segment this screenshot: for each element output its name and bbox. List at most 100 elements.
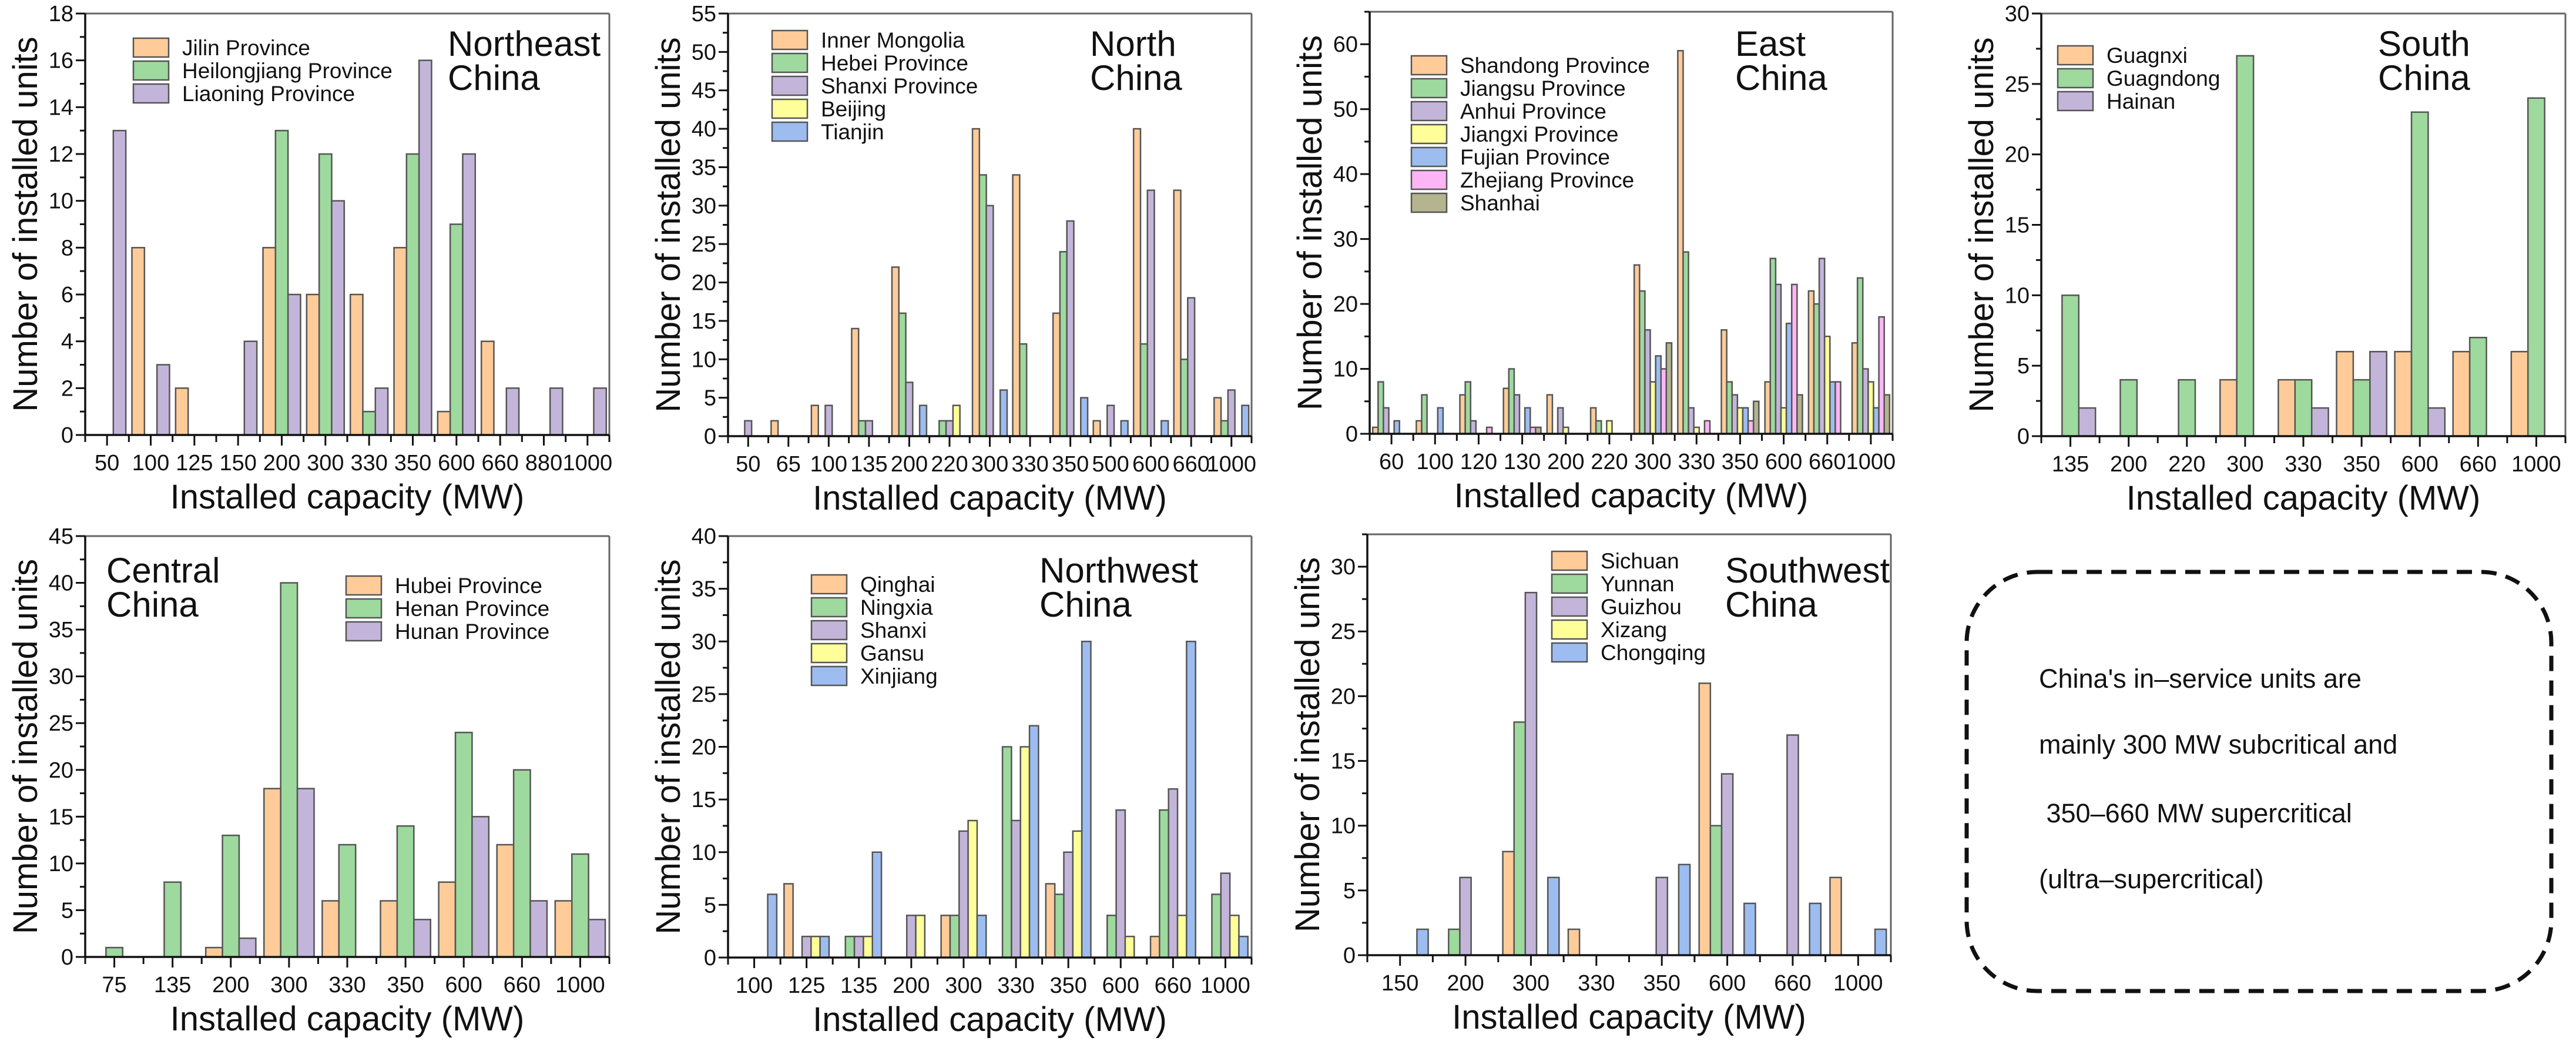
- bar-zhejiang-province-600: [1791, 283, 1798, 435]
- x-tick-label: 600: [1132, 452, 1169, 477]
- x-tick-label: 135: [154, 973, 191, 998]
- legend-swatch: [1551, 642, 1588, 663]
- x-tick-label: 660: [1155, 973, 1192, 998]
- bar-fujian-province-300: [1655, 355, 1662, 435]
- x-tick-label: 300: [945, 973, 982, 998]
- bar-guagndong-660: [2468, 336, 2487, 437]
- x-tick-label: 300: [1634, 450, 1671, 474]
- legend-swatch: [132, 60, 170, 81]
- bar-jiangxi-province-300: [1649, 381, 1656, 435]
- region-label-line-2: China: [1090, 58, 1182, 98]
- y-axis-title: Number of installed units: [649, 559, 687, 934]
- bar-jilin-province-300: [306, 293, 320, 436]
- y-tick-label: 40: [1333, 162, 1358, 187]
- y-tick-label: 30: [692, 630, 716, 654]
- legend-label: Sichuan: [1601, 549, 1679, 573]
- bar-liaoning-province-1000: [593, 387, 608, 436]
- bar-guagndong-1000: [2527, 97, 2545, 437]
- y-tick-label: 10: [2005, 283, 2030, 308]
- x-tick-label: 1000: [1846, 450, 1896, 474]
- bar-anhui-province-120: [1470, 420, 1477, 435]
- x-tick-label: 135: [2052, 452, 2089, 477]
- y-tick-label: 15: [692, 309, 716, 334]
- legend-label: Fujian Province: [1460, 145, 1610, 169]
- legend-swatch: [2057, 45, 2094, 66]
- bar-inner-mongolia-135: [851, 327, 860, 437]
- x-tick-label: 65: [776, 452, 801, 477]
- x-axis-title: Installed capacity (MW): [2126, 479, 2481, 517]
- bar-hainan-330: [2310, 407, 2329, 437]
- legend-swatch: [1410, 123, 1448, 145]
- y-tick-label: 0: [1346, 422, 1358, 447]
- bar-ningxia-300: [949, 915, 960, 959]
- bar-ningxia-350: [1054, 893, 1065, 959]
- bar-henan-province-300: [280, 582, 298, 958]
- bar-heilongjiang-province-600: [449, 223, 464, 436]
- x-tick-label: 120: [1460, 450, 1497, 474]
- note-line-4: (ultra–supercritical): [2039, 864, 2264, 894]
- bar-jiangxi-province-1000: [1867, 381, 1874, 435]
- x-tick-label: 300: [1512, 971, 1549, 996]
- bar-hebei-province-660: [1180, 359, 1189, 437]
- bar-jilin-province-660: [480, 340, 495, 436]
- y-tick-label: 10: [49, 189, 73, 214]
- bar-guagndong-220: [2178, 379, 2196, 437]
- bar-shandong-province-220: [1589, 407, 1597, 435]
- bar-xinjiang-125: [819, 935, 830, 959]
- x-tick-label: 100: [810, 452, 847, 477]
- x-tick-label: 1000: [2511, 452, 2561, 477]
- bar-liaoning-province-350: [418, 59, 432, 436]
- bar-jilin-province-330: [349, 293, 364, 436]
- bar-hainan-135: [2078, 407, 2097, 437]
- x-tick-label: 300: [307, 451, 344, 476]
- bar-jiangsu-province-1000: [1856, 277, 1864, 435]
- bar-shanxi-350: [1063, 851, 1074, 959]
- x-tick-label: 1000: [555, 973, 605, 998]
- x-tick-label: 1000: [1206, 452, 1256, 477]
- x-tick-label: 150: [219, 451, 256, 476]
- region-label-line-2: China: [2378, 58, 2470, 98]
- bar-sichuan-330: [1567, 928, 1581, 956]
- legend-label: Guizhou: [1601, 595, 1682, 619]
- y-tick-label: 30: [49, 665, 73, 689]
- bar-hunan-province-350: [413, 919, 431, 958]
- bar-inner-mongolia-500: [1092, 420, 1101, 437]
- y-tick-label: 20: [1333, 292, 1358, 317]
- bar-shanxi-200: [905, 915, 917, 959]
- y-tick-label: 18: [49, 2, 73, 26]
- bar-hunan-province-1000: [588, 919, 606, 958]
- y-axis-title: Number of installed units: [649, 37, 687, 412]
- bar-tianjin-500: [1120, 420, 1129, 437]
- bar-tianjin-600: [1160, 420, 1169, 437]
- bar-guizhou-200: [1459, 876, 1472, 956]
- bar-anhui-province-130: [1513, 394, 1521, 435]
- bar-inner-mongolia-200: [891, 266, 900, 437]
- bar-shanhai-350: [1752, 400, 1760, 435]
- bar-inner-mongolia-660: [1173, 189, 1182, 437]
- bar-xinjiang-300: [976, 915, 987, 959]
- bar-chongqing-350: [1678, 863, 1691, 956]
- bar-qinghai-300: [940, 915, 951, 959]
- bar-anhui-province-60: [1383, 407, 1390, 435]
- bar-fujian-province-660: [1829, 381, 1836, 435]
- y-tick-label: 15: [49, 805, 73, 829]
- x-tick-label: 350: [394, 451, 431, 476]
- bar-zhejiang-province-350: [1747, 420, 1755, 435]
- bar-guagndong-600: [2410, 111, 2429, 437]
- bar-shanxi-province-600: [1146, 189, 1155, 437]
- bar-shanxi-province-300: [985, 205, 994, 437]
- bar-chongqing-660: [1809, 902, 1822, 956]
- bar-heilongjiang-province-300: [318, 153, 333, 436]
- bar-zhejiang-province-660: [1834, 381, 1842, 435]
- region-label-line-2: China: [1039, 585, 1132, 624]
- bar-shandong-province-1000: [1851, 342, 1859, 435]
- bar-jilin-province-200: [262, 247, 277, 436]
- bar-gansu-125: [810, 935, 821, 959]
- bar-tianjin-350: [1080, 397, 1089, 437]
- chart-north: 0 5 10 15 20 25 30 35 40 45 50 55 50 65 100 135 200 220 30…: [649, 2, 1256, 517]
- bar-henan-province-600: [454, 731, 473, 958]
- bar-xinjiang-660: [1186, 641, 1196, 959]
- y-tick-label: 55: [692, 2, 716, 26]
- legend-swatch: [810, 665, 848, 687]
